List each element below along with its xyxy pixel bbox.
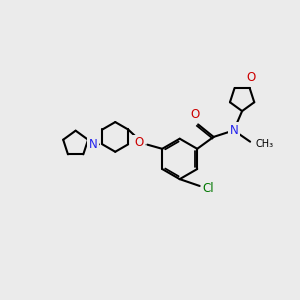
Text: O: O <box>190 108 200 121</box>
Text: O: O <box>134 136 143 149</box>
Text: Cl: Cl <box>202 182 214 195</box>
Text: CH₃: CH₃ <box>256 139 274 149</box>
Text: N: N <box>89 138 98 151</box>
Text: N: N <box>230 124 238 137</box>
Text: O: O <box>247 71 256 84</box>
